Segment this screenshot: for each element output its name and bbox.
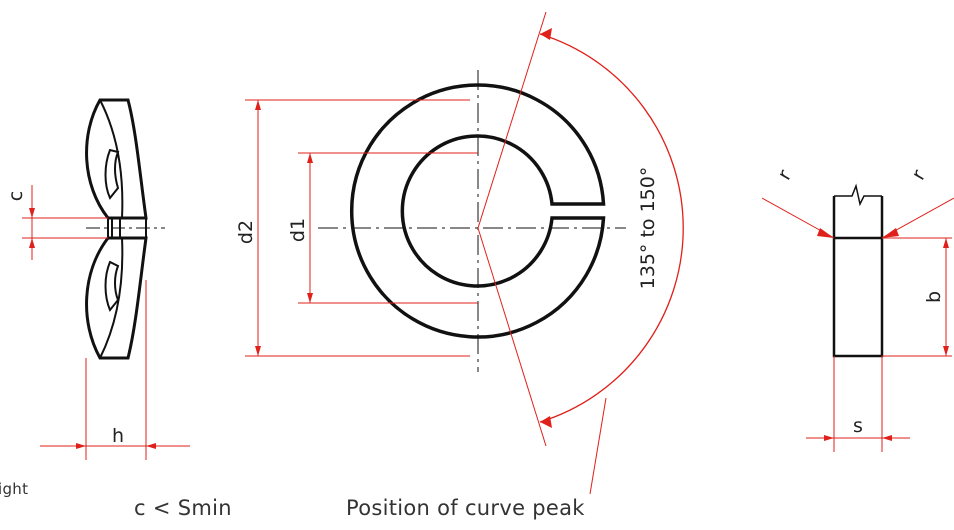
b-arrow-top xyxy=(943,238,949,248)
label-d1: d1 xyxy=(287,218,309,242)
ring-outline xyxy=(349,83,606,339)
h-arrow-right xyxy=(146,443,156,449)
s-arrow-right xyxy=(882,435,892,441)
section-hatched-area xyxy=(832,236,884,358)
angle-line-lower xyxy=(477,227,547,447)
r-arrow-right xyxy=(882,228,899,238)
label-r-right: r xyxy=(907,166,930,184)
angle-arrow-lower xyxy=(540,416,552,428)
section-break-line xyxy=(834,183,882,207)
h-arrow-left xyxy=(76,443,86,449)
side-view-upper-inner-curve xyxy=(99,99,124,219)
c-arrow-top xyxy=(29,208,35,218)
r-arrow-left xyxy=(817,228,834,238)
side-view-lower-lobe xyxy=(85,236,148,360)
label-r-left: r xyxy=(773,166,796,184)
front-view: d2 d1 135° to 150° xyxy=(235,11,684,495)
angle-range-label: 135° to 150° xyxy=(637,167,659,290)
side-view-lower-recess xyxy=(104,260,120,312)
caption-curve-peak-position: Position of curve peak xyxy=(346,496,585,520)
angle-arrow-upper xyxy=(540,28,552,40)
side-view: c h xyxy=(5,98,190,460)
label-d2: d2 xyxy=(235,220,257,244)
side-view-lower-inner-curve xyxy=(99,237,124,359)
d1-arrow-top xyxy=(307,153,313,163)
b-arrow-bottom xyxy=(943,346,949,356)
side-view-upper-recess xyxy=(104,148,120,200)
label-c: c xyxy=(5,191,27,201)
d2-arrow-bottom xyxy=(255,346,261,356)
angle-arc xyxy=(539,33,684,423)
d1-arrow-bottom xyxy=(307,293,313,303)
s-arrow-left xyxy=(824,435,834,441)
caption-left-partial: ight xyxy=(0,480,29,498)
c-arrow-bottom xyxy=(29,238,35,248)
label-s: s xyxy=(853,415,863,437)
section-view: r r b s xyxy=(761,166,954,452)
angle-line-upper xyxy=(477,11,547,229)
caption-c-less-than-smin: c < Smin xyxy=(134,496,232,520)
d2-arrow-top xyxy=(255,100,261,110)
curve-peak-leader xyxy=(589,397,607,495)
label-h: h xyxy=(112,425,124,447)
label-b: b xyxy=(923,291,945,303)
